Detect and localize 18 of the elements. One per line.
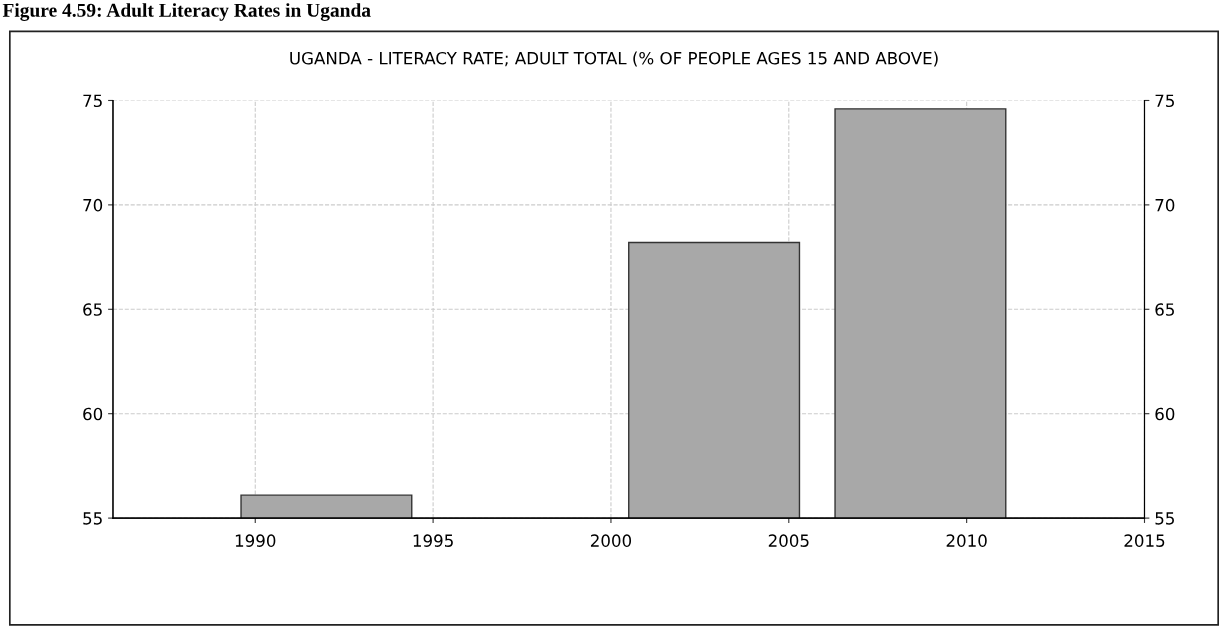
- chart-title: Figure 4.59: Adult Literacy Rates in Uganda: [2, 3, 371, 21]
- y2-tick-label: 75: [1155, 94, 1174, 108]
- y-tick-label: 75: [83, 94, 102, 108]
- x-tick-label: 2010: [946, 534, 987, 547]
- x-tick-label: 1990: [235, 534, 276, 547]
- x-tick-label: 1995: [413, 534, 453, 547]
- y-tick-label: 65: [83, 303, 102, 316]
- x-tick-label: 2015: [1124, 534, 1165, 547]
- y2-tick-label: 65: [1155, 303, 1174, 316]
- y2-tick-label: 60: [1155, 407, 1175, 421]
- y2-tick-label: 70: [1155, 198, 1175, 212]
- y-tick-label: 55: [83, 512, 102, 525]
- x-tick-label: 2000: [590, 534, 632, 547]
- y-tick-label: 70: [83, 198, 103, 212]
- chart-subtitle: UGANDA - LITERACY RATE; ADULT TOTAL (% OF PEOPLE AGES 15 AND ABOVE): [290, 51, 938, 67]
- y-tick-label: 60: [83, 407, 103, 421]
- x-tick-label: 2005: [768, 534, 809, 547]
- y2-tick-label: 55: [1155, 512, 1174, 525]
